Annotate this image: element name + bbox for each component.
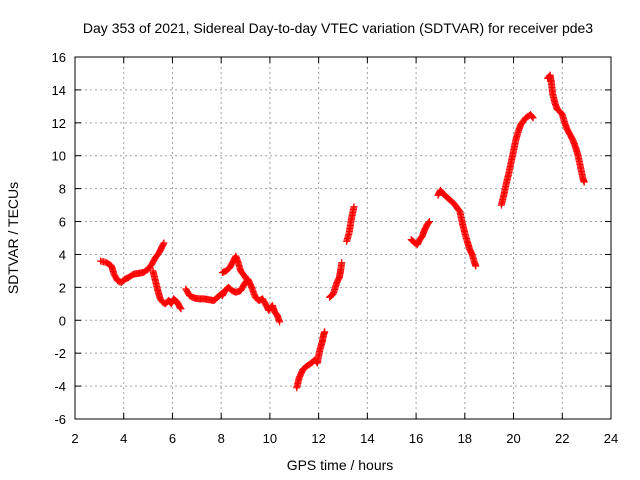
x-tick-label: 18 [458, 431, 472, 446]
data-point [529, 114, 537, 122]
data-point [160, 239, 168, 247]
y-tick-label: 10 [52, 149, 66, 164]
y-tick-label: -2 [54, 346, 66, 361]
data-point [176, 304, 184, 312]
x-tick-label: 2 [71, 431, 78, 446]
data-point [580, 178, 588, 186]
y-axis-label: SDTVAR / TECUs [5, 182, 21, 294]
y-tick-label: 2 [59, 280, 66, 295]
x-tick-label: 4 [120, 431, 127, 446]
x-tick-label: 6 [169, 431, 176, 446]
data-point [528, 113, 536, 121]
data-point [425, 218, 433, 226]
data-point [242, 274, 250, 282]
y-tick-label: -6 [54, 412, 66, 427]
y-tick-label: 4 [59, 247, 66, 262]
data-point [276, 318, 284, 326]
y-tick-label: 16 [52, 50, 66, 65]
data-point [350, 203, 358, 211]
y-tick-label: 8 [59, 182, 66, 197]
data-point [425, 219, 433, 227]
data-point [321, 328, 329, 336]
x-tick-label: 10 [263, 431, 277, 446]
y-tick-label: 0 [59, 313, 66, 328]
y-tick-label: 6 [59, 215, 66, 230]
x-tick-label: 22 [555, 431, 569, 446]
data-point [177, 305, 185, 313]
y-tick-label: -4 [54, 379, 66, 394]
data-point [338, 259, 346, 267]
x-tick-label: 14 [360, 431, 374, 446]
y-tick-label: 14 [52, 83, 66, 98]
x-axis-label: GPS time / hours [287, 457, 394, 473]
data-point [176, 303, 184, 311]
data-point [243, 275, 251, 283]
x-tick-label: 12 [311, 431, 325, 446]
chart-title: Day 353 of 2021, Sidereal Day-to-day VTE… [83, 20, 593, 36]
data-point [472, 262, 480, 270]
data-point [159, 240, 167, 248]
x-tick-label: 8 [218, 431, 225, 446]
data-series [97, 71, 588, 392]
x-tick-label: 24 [604, 431, 618, 446]
y-tick-label: 12 [52, 116, 66, 131]
x-tick-label: 16 [409, 431, 423, 446]
x-tick-label: 20 [506, 431, 520, 446]
plot-frame [74, 56, 612, 420]
